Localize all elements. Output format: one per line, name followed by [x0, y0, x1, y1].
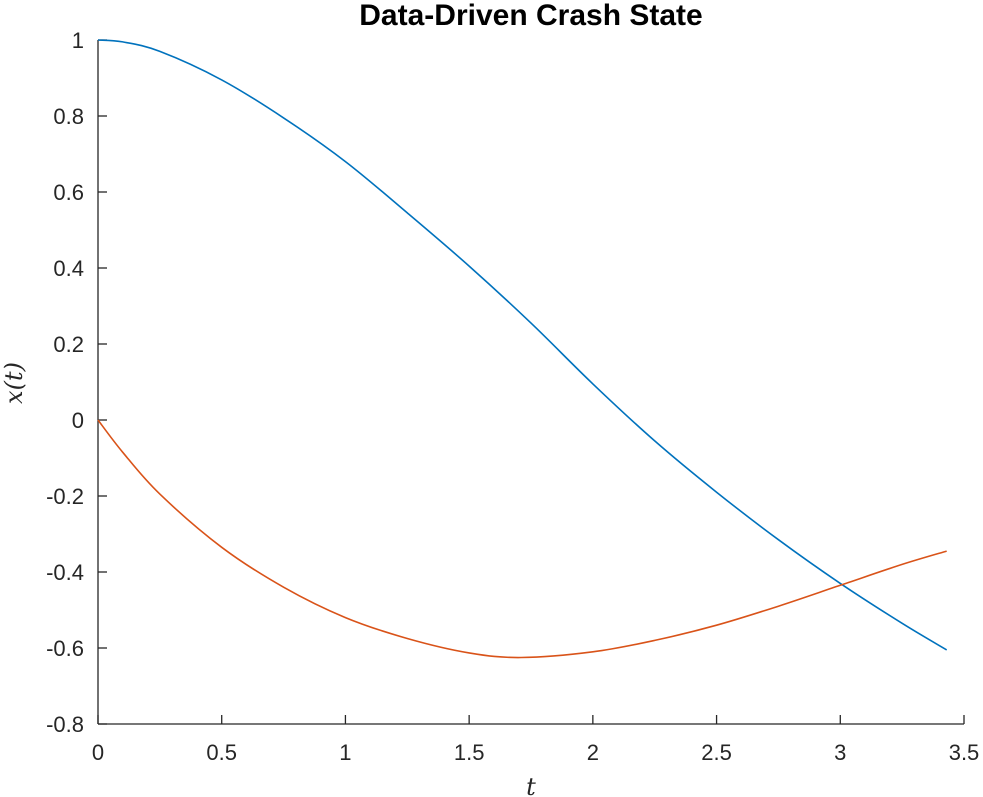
y-tick-label: 0.2 — [53, 332, 84, 357]
x-tick-label: 1.5 — [454, 740, 485, 765]
x-axis-label: t — [526, 773, 536, 797]
y-tick-label: -0.8 — [46, 712, 84, 737]
y-axis-label: x(t) — [0, 362, 28, 404]
x-tick-label: 0.5 — [206, 740, 237, 765]
series-group — [97, 39, 948, 659]
chart-title: Data-Driven Crash State — [359, 0, 702, 32]
y-tick-label: 0.6 — [53, 180, 84, 205]
x-tick-label: 1 — [339, 740, 351, 765]
x-tick-label: 3 — [834, 740, 846, 765]
y-tick-label: -0.6 — [46, 636, 84, 661]
x-tick-label: 3.5 — [949, 740, 980, 765]
y-tick-label: -0.2 — [46, 484, 84, 509]
y-tick-label: 0.4 — [53, 256, 84, 281]
x-tick-label: 0 — [92, 740, 104, 765]
y-tick-label: -0.4 — [46, 560, 84, 585]
axes: 0 0.5 1 1.5 2 2.5 3 3.5 -0.8 -0.6 -0.4 -0.2 0 0.2 0.4 0… — [46, 28, 979, 765]
y-tick-label: 1 — [72, 28, 84, 53]
y-tick-label: 0.8 — [53, 104, 84, 129]
x-tick-label: 2 — [587, 740, 599, 765]
y-tick-label: 0 — [72, 408, 84, 433]
series-line-2 — [97, 419, 947, 659]
series-line-1 — [97, 39, 948, 651]
x-tick-label: 2.5 — [701, 740, 732, 765]
